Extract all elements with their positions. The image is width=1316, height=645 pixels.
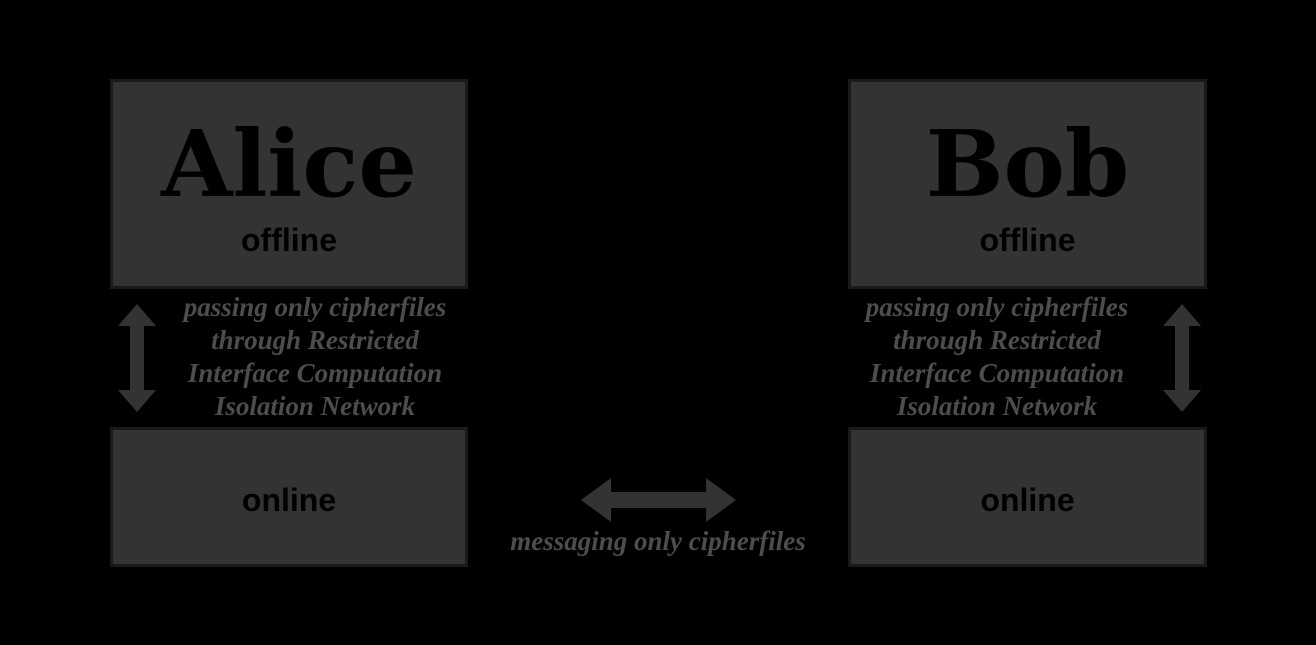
alice-vertical-arrow-icon — [118, 304, 156, 412]
bob-vertical-arrow-icon — [1163, 304, 1201, 412]
alice-caption-line-1: passing only cipherfiles — [183, 292, 447, 322]
alice-online-label: online — [241, 482, 337, 518]
alice-caption-line-4: Isolation Network — [214, 391, 416, 421]
bob-online-box: online — [848, 427, 1207, 567]
alice-caption-line-3: Interface Computation — [187, 358, 443, 388]
bob-caption-line-2: through Restricted — [893, 325, 1101, 355]
alice-link-caption: passing only cipherfiles through Restric… — [165, 291, 465, 423]
bob-offline-box: Bob offline — [848, 79, 1207, 289]
alice-online-box: online — [110, 427, 468, 567]
alice-caption-line-2: through Restricted — [211, 325, 419, 355]
bob-caption-line-4: Isolation Network — [896, 391, 1098, 421]
alice-name: Alice — [161, 110, 417, 218]
bob-offline-label: offline — [979, 222, 1076, 258]
bob-caption-line-1: passing only cipherfiles — [865, 292, 1129, 322]
messaging-caption: messaging only cipherfiles — [510, 526, 806, 556]
bob-caption-line-3: Interface Computation — [869, 358, 1125, 388]
bob-name: Bob — [925, 110, 1130, 218]
bob-online-label: online — [980, 482, 1075, 518]
alice-offline-box: Alice offline — [110, 79, 468, 289]
alice-offline-label: offline — [241, 222, 337, 258]
messaging-horizontal-arrow-icon — [581, 478, 736, 522]
bob-link-caption: passing only cipherfiles through Restric… — [847, 291, 1147, 423]
